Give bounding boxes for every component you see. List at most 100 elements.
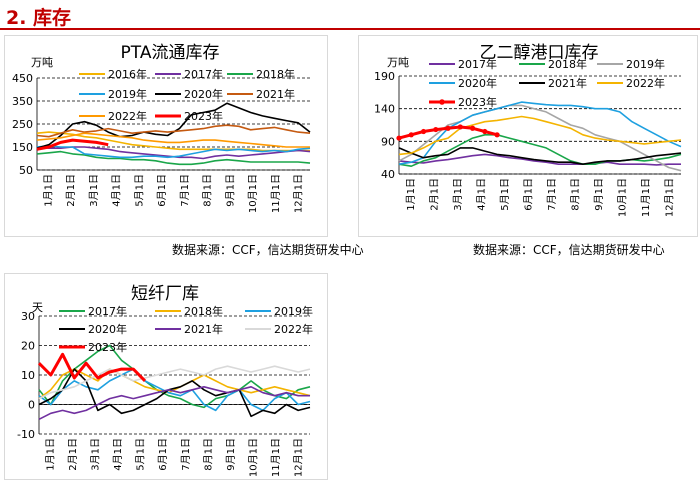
psf-series-line-2017年: [38, 344, 311, 409]
pta-x-tick-label: 2月1日: [65, 174, 77, 207]
psf-title: 短纤厂库: [131, 284, 199, 304]
psf-y-unit: 天: [32, 301, 43, 314]
pta-x-tick-label: 3月1日: [88, 174, 100, 207]
meg-y-tick-label: 190: [374, 70, 395, 83]
psf-y-tick-label: 20: [21, 340, 35, 353]
meg-x-tick-label: 3月1日: [452, 178, 464, 211]
meg-series-line-2019年: [398, 104, 682, 172]
psf-y-tick-label: 30: [21, 310, 35, 323]
meg-x-tick-label: 2月1日: [428, 178, 440, 211]
meg-legend-label: 2021年: [548, 76, 587, 90]
psf-legend-label: 2019年: [274, 304, 313, 318]
pta-x-tick-label: 12月1日: [293, 174, 305, 213]
meg-series-line-2020年: [398, 101, 682, 165]
pta-series-line-2022年: [36, 132, 310, 148]
meg-legend-label: 2020年: [458, 76, 497, 90]
meg-x-tick-label: 9月1日: [593, 178, 605, 211]
pta-legend-label: 2020年: [184, 87, 223, 101]
meg-series-line-2017年: [398, 153, 681, 166]
pta-x-tick-label: 8月1日: [202, 174, 214, 207]
psf-series-line-2019年: [38, 368, 311, 412]
psf-series-line-2023年: [37, 352, 147, 382]
meg-x-tick-label: 1月1日: [405, 178, 417, 211]
psf-x-tick-label: 12月1日: [293, 438, 305, 477]
psf-y-tick-label: -10: [17, 428, 35, 441]
psf-series-line-2020年: [38, 368, 311, 418]
meg-y-tick-label: 40: [381, 168, 395, 181]
meg-legend-label: 2022年: [626, 76, 665, 90]
meg-legend-label: 2017年: [458, 57, 497, 71]
pta-series-line-2023年: [36, 138, 109, 151]
meg-x-tick-label: 5月1日: [499, 178, 511, 211]
section-rule: [0, 28, 700, 30]
pta-y-tick-label: 350: [12, 95, 33, 108]
pta-title: PTA流通库存: [121, 43, 220, 63]
psf-x-tick-label: 5月1日: [135, 438, 147, 471]
meg-x-tick-label: 12月1日: [663, 178, 675, 217]
psf-x-tick-label: 11月1日: [270, 438, 282, 477]
meg-source-note: 数据来源：CCF，信达期货研发中心: [473, 243, 665, 257]
pta-legend-label: 2016年: [108, 67, 147, 81]
pta-x-tick-label: 7月1日: [179, 174, 191, 207]
psf-x-tick-label: 9月1日: [225, 438, 237, 471]
meg-series-point: [457, 124, 463, 130]
pta-y-tick-label: 50: [19, 164, 33, 177]
meg-y-tick-label: 90: [381, 135, 395, 148]
pta-series-line-2016年: [36, 131, 310, 152]
meg-legend-label: 2018年: [548, 57, 587, 71]
pta-y-unit: 万吨: [31, 56, 53, 69]
meg-title: 乙二醇港口库存: [480, 43, 599, 63]
pta-y-tick-label: 150: [12, 141, 33, 154]
psf-legend-label: 2020年: [88, 322, 127, 336]
psf-legend-label: 2017年: [88, 304, 127, 318]
meg-legend-label: 2019年: [626, 57, 665, 71]
pta-x-tick-label: 1月1日: [42, 174, 54, 207]
meg-series-point: [494, 132, 500, 138]
meg-series-line-2022年: [398, 115, 682, 156]
pta-legend-label: 2018年: [256, 67, 295, 81]
psf-x-tick-label: 2月1日: [67, 438, 79, 471]
psf-y-tick-label: 0: [28, 399, 35, 412]
meg-x-tick-label: 6月1日: [522, 178, 534, 211]
pta-legend-label: 2023年: [184, 109, 223, 123]
pta-x-tick-label: 9月1日: [224, 174, 236, 207]
meg-series-point: [482, 128, 488, 135]
pta-legend-label: 2022年: [108, 109, 147, 123]
psf-x-tick-label: 6月1日: [157, 438, 169, 471]
psf-legend-label: 2021年: [184, 322, 223, 336]
meg-series-point: [408, 132, 414, 138]
meg-series-point: [445, 125, 451, 131]
pta-x-tick-label: 10月1日: [247, 174, 259, 213]
meg-legend-label: 2023年: [458, 95, 497, 109]
pta-x-tick-label: 5月1日: [133, 174, 145, 207]
meg-legend-marker: [439, 99, 445, 105]
meg-series-point: [469, 125, 476, 131]
pta-chart-panel: PTA流通库存 万吨 50 150 250 350 450 1月1日 2月1日 3月1日 4月1日 5…: [4, 35, 328, 237]
psf-y-tick-label: 10: [21, 369, 35, 382]
meg-x-tick-label: 8月1日: [569, 178, 581, 211]
pta-x-tick-label: 6月1日: [156, 174, 168, 207]
psf-x-tick-label: 1月1日: [44, 438, 56, 471]
pta-y-tick-label: 250: [12, 118, 33, 131]
meg-series-point: [396, 135, 402, 141]
psf-x-tick-label: 3月1日: [89, 438, 101, 471]
psf-legend-label: 2022年: [274, 322, 313, 336]
pta-series-line-2021年: [36, 124, 311, 138]
pta-legend-label: 2021年: [256, 87, 295, 101]
psf-chart-panel: 短纤厂库天 -10 0 10 20 30 1月1日 2月1日 3月1日 4月1日 5月1日 6月1日 7…: [4, 273, 328, 480]
pta-x-tick-label: 11月1日: [270, 174, 282, 213]
meg-series-line-2021年: [398, 147, 682, 165]
meg-x-tick-label: 4月1日: [475, 178, 487, 211]
pta-source-note: 数据来源：CCF，信达期货研发中心: [172, 243, 364, 257]
pta-y-tick-label: 450: [12, 72, 33, 85]
pta-series-line-2018年: [36, 150, 311, 166]
psf-legend-label: 2018年: [184, 304, 223, 318]
meg-y-tick-label: 140: [374, 103, 395, 116]
psf-series-line-2022年: [38, 365, 311, 400]
pta-legend-label: 2017年: [184, 67, 223, 81]
meg-x-tick-label: 11月1日: [640, 178, 652, 217]
psf-x-tick-label: 10月1日: [248, 438, 260, 477]
section-title: 2. 库存: [6, 7, 72, 29]
